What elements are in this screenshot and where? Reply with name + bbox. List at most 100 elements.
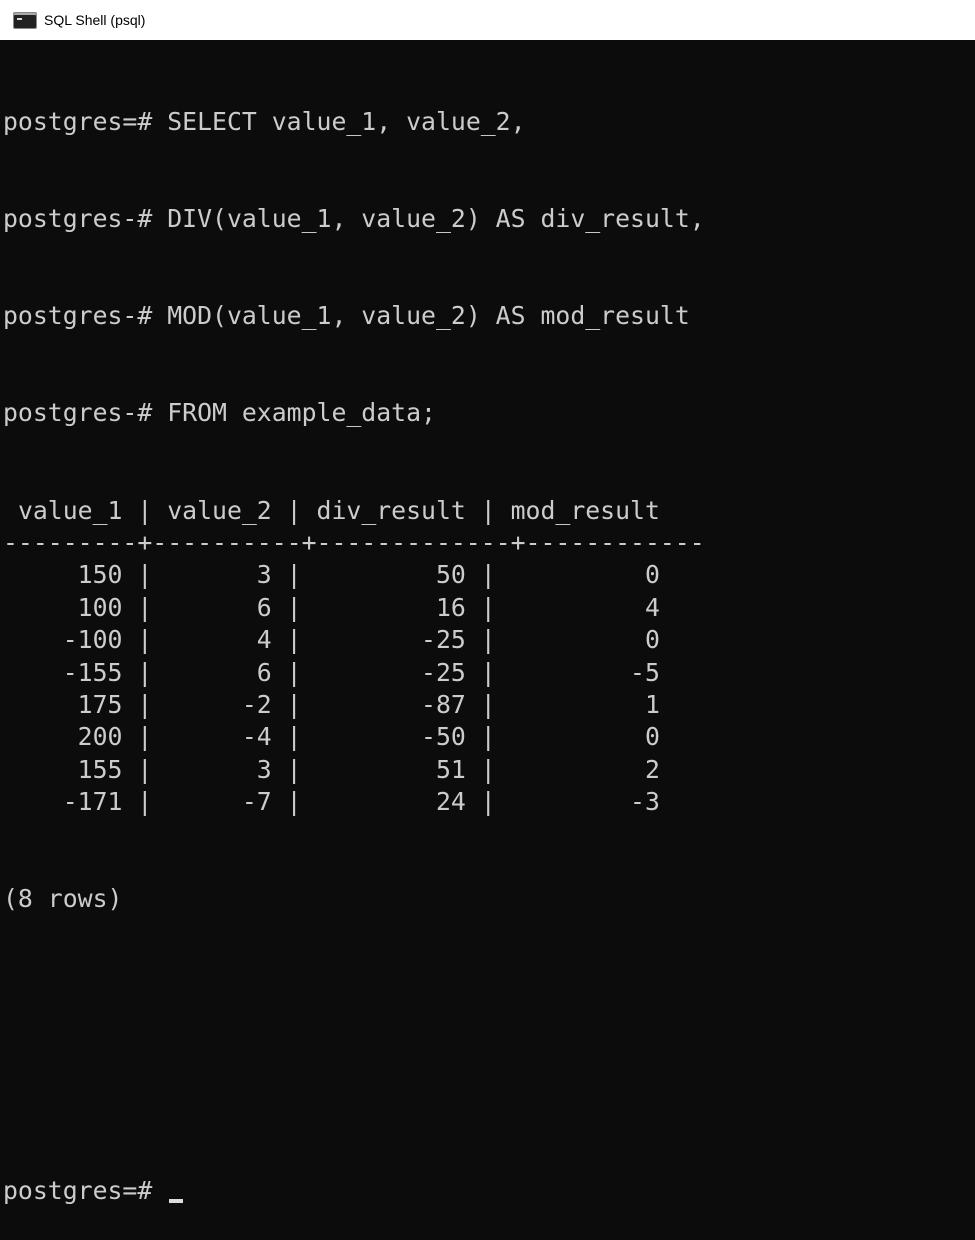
spacer [3,625,18,654]
column-separator: | [465,657,511,687]
column-separator: | [465,495,511,525]
table-header: value_1 | value_2 | div_result | mod_res… [3,495,975,527]
spacer [3,496,18,525]
column-header: value_1 [17,495,123,525]
spacer [3,658,18,687]
table-cell: 0 [644,722,660,752]
column-separator: | [465,787,511,817]
text-cursor [169,1198,184,1203]
table-cell: -4 [241,722,272,752]
table-row: -171 | -7 | 24 | -3 [3,786,975,818]
query-line: postgres-# DIV(value_1, value_2) AS div_… [3,203,975,235]
column-separator: | [271,722,317,752]
column-separator: | [122,722,168,752]
table-cell: 2 [644,754,660,784]
table-cell: -25 [421,625,466,655]
table-cell: 200 [77,722,123,752]
table-cell: -155 [62,657,123,687]
table-cell: 155 [77,754,123,784]
terminal-output[interactable]: postgres=# SELECT value_1, value_2, post… [3,41,975,1205]
prompt: postgres=# [3,106,168,136]
column-separator: | [122,625,168,655]
prompt: postgres-# [3,398,168,428]
spacer [3,722,18,751]
spacer [3,690,18,719]
column-separator: | [271,657,317,687]
spacer [3,560,18,589]
column-separator: | [465,689,511,719]
column-separator: | [465,722,511,752]
column-separator: | [271,625,317,655]
spacer [3,755,18,784]
column-separator: | [122,689,168,719]
table-cell: 50 [435,560,466,590]
table-cell: 4 [644,592,660,622]
result-table: value_1 | value_2 | div_result | mod_res… [3,495,975,819]
query-line: postgres-# FROM example_data; [3,397,975,429]
spacer [3,787,18,816]
column-header: div_result [316,495,466,525]
column-separator: | [465,754,511,784]
table-cell: -171 [62,787,123,817]
input-line[interactable]: postgres=# [3,1175,975,1207]
table-cell: -3 [630,787,660,817]
table-cell: 6 [256,657,272,687]
column-separator: | [465,560,511,590]
column-separator: | [271,754,317,784]
prompt: postgres-# [3,301,168,331]
query-line: postgres=# SELECT value_1, value_2, [3,106,975,138]
table-cell: -100 [62,625,123,655]
table-cell: 100 [77,592,123,622]
table-cell: 0 [644,625,660,655]
column-separator: | [122,592,168,622]
table-cell: 150 [77,560,123,590]
column-separator: | [271,592,317,622]
query-line: postgres-# MOD(value_1, value_2) AS mod_… [3,300,975,332]
column-separator: | [271,560,317,590]
table-cell: 175 [77,689,123,719]
table-cell: 24 [435,787,466,817]
table-cell: -25 [421,657,466,687]
table-row: -155 | 6 | -25 | -5 [3,657,975,689]
table-row: 175 | -2 | -87 | 1 [3,689,975,721]
query-text: SELECT value_1, value_2, [167,106,526,136]
prompt: postgres-# [3,204,168,234]
prompt: postgres=# [3,1175,168,1205]
table-cell: -5 [630,657,660,687]
column-separator: | [122,560,168,590]
table-cell: 3 [256,560,272,590]
table-cell: 6 [256,592,272,622]
column-separator: | [122,754,168,784]
query-text: DIV(value_1, value_2) AS div_result, [167,204,705,234]
table-row: 150 | 3 | 50 | 0 [3,559,975,591]
table-cell: 16 [435,592,466,622]
table-cell: 1 [644,689,660,719]
table-row: 100 | 6 | 16 | 4 [3,592,975,624]
column-separator: | [465,592,511,622]
table-cell: -87 [421,689,466,719]
title-bar: SQL Shell (psql) [0,0,975,40]
column-separator: | [271,689,317,719]
query-text: FROM example_data; [167,398,436,428]
table-row: -100 | 4 | -25 | 0 [3,624,975,656]
table-cell: 51 [435,754,466,784]
row-count: (8 rows) [3,884,123,914]
column-header: value_2 [167,495,272,525]
query-text: MOD(value_1, value_2) AS mod_result [167,301,690,331]
blank-line [3,981,975,1013]
spacer [3,593,18,622]
table-cell: 0 [644,560,660,590]
table-cell: 3 [256,754,272,784]
column-separator: | [122,787,168,817]
header-divider: ---------+----------+-------------+-----… [3,528,705,558]
window-title: SQL Shell (psql) [44,12,146,28]
table-cell: -50 [421,722,466,752]
table-row: 200 | -4 | -50 | 0 [3,721,975,753]
table-cell: -2 [241,689,272,719]
column-separator: | [122,495,168,525]
terminal-icon [13,11,37,29]
column-header: mod_result [510,495,660,525]
table-row: 155 | 3 | 51 | 2 [3,754,975,786]
blank-line [3,1078,975,1110]
column-separator: | [465,625,511,655]
